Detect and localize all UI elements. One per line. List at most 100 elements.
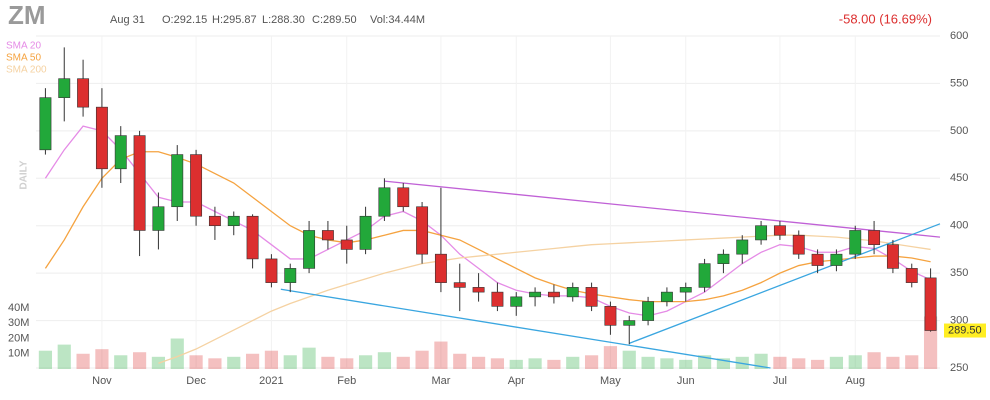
candle-body — [924, 277, 937, 331]
candle-body — [152, 206, 165, 231]
volume-bar — [38, 350, 53, 369]
volume-bar — [773, 356, 787, 369]
volume-bar — [114, 355, 128, 369]
candle-body — [265, 258, 278, 283]
candle-body — [190, 154, 203, 217]
x-tick-label: Nov — [92, 375, 112, 387]
volume-bar — [377, 352, 392, 369]
candle-body — [397, 187, 410, 208]
volume-bar — [434, 341, 448, 369]
volume-bar — [716, 358, 731, 369]
volume-bar — [453, 353, 467, 369]
candle-body — [58, 78, 71, 98]
volume-bar — [886, 356, 900, 369]
volume-bar — [95, 349, 109, 369]
candle-body — [792, 234, 805, 255]
candle-body — [547, 291, 560, 298]
y-tick-label: 600 — [950, 30, 968, 42]
y-tick-label: 250 — [950, 362, 968, 374]
candle-body — [227, 215, 240, 227]
high-text: H:295.87 — [212, 14, 257, 26]
y-tick-label: 350 — [950, 267, 968, 279]
volume-tick-label: 40M — [8, 302, 29, 314]
legend-entry: SMA 20 — [6, 41, 41, 52]
candle-body — [585, 287, 598, 307]
x-tick-label: Mar — [431, 375, 450, 387]
volume-bar — [208, 358, 222, 369]
last-price-box — [944, 323, 986, 338]
volume-bar — [622, 350, 636, 369]
candle-body — [529, 291, 542, 298]
trendline — [384, 180, 941, 238]
candle-body — [359, 215, 372, 250]
volume-bar — [132, 352, 147, 369]
volume-bar — [641, 356, 655, 369]
candle-body — [849, 230, 862, 255]
candle-body — [510, 296, 523, 307]
volume-bar — [283, 355, 297, 369]
volume-bar — [170, 338, 184, 369]
volume-bar — [227, 356, 241, 369]
candle-body — [133, 135, 146, 231]
date: Aug 31 — [110, 14, 145, 26]
volume-bar — [245, 353, 260, 369]
volume-tick-label: 30M — [8, 317, 29, 329]
x-tick-label: Dec — [186, 375, 206, 387]
timeframe: DAILY — [19, 160, 30, 189]
volume-bar — [490, 358, 505, 369]
volume-bar — [528, 358, 542, 369]
close-text: C:289.50 — [312, 14, 357, 26]
candle-body — [773, 225, 786, 236]
open-text: O:292.15 — [162, 14, 207, 26]
volume-bar — [754, 353, 768, 369]
candle-body — [472, 287, 485, 293]
candle-body — [171, 154, 184, 208]
legend-entry: SMA 200 — [6, 65, 47, 76]
candle-body — [604, 306, 617, 326]
candle-body — [717, 253, 730, 264]
volume-bar — [415, 350, 429, 369]
candle-body — [416, 206, 429, 255]
candle-body — [698, 263, 711, 288]
x-tick-label: Apr — [508, 375, 525, 387]
volume-tick-label: 20M — [8, 332, 29, 344]
candle-body — [321, 230, 334, 241]
x-tick-label: Feb — [337, 375, 356, 387]
change: -58.00 (16.69%) — [839, 11, 932, 26]
candle-body — [77, 78, 90, 108]
volume-bar — [566, 356, 580, 369]
legend-entry: SMA 50 — [6, 53, 41, 64]
volume-bar — [57, 344, 71, 369]
x-tick-label: Aug — [845, 375, 865, 387]
candle-body — [566, 287, 579, 298]
volume-bar — [829, 356, 844, 369]
volume-bar — [358, 355, 373, 369]
candle-body — [340, 239, 353, 250]
x-tick-label: 2021 — [259, 375, 283, 387]
x-tick-label: Jul — [773, 375, 787, 387]
y-tick-label: 400 — [950, 220, 968, 232]
volume-bar — [697, 355, 712, 369]
y-tick-label: 500 — [950, 125, 968, 137]
candle-body — [868, 230, 881, 245]
candle-body — [905, 268, 918, 283]
low-text: L:288.30 — [262, 14, 305, 26]
candle-body — [39, 97, 52, 151]
candle-body — [378, 187, 391, 217]
volume-bar — [792, 358, 806, 369]
candle-body — [491, 291, 504, 307]
candle-body — [660, 291, 673, 302]
candle-body — [642, 301, 655, 321]
candle-body — [114, 135, 127, 170]
x-tick-label: May — [600, 375, 621, 387]
candle-body — [246, 215, 259, 260]
volume-bar — [848, 355, 862, 369]
volume-bar — [905, 355, 919, 369]
volume-tick-label: 10M — [8, 348, 29, 360]
volume-bar — [679, 359, 693, 369]
y-tick-label: 550 — [950, 77, 968, 89]
candle-body — [755, 225, 768, 241]
volume-bar — [660, 358, 674, 369]
volume-bar — [509, 359, 523, 369]
volume-bar — [471, 356, 486, 369]
